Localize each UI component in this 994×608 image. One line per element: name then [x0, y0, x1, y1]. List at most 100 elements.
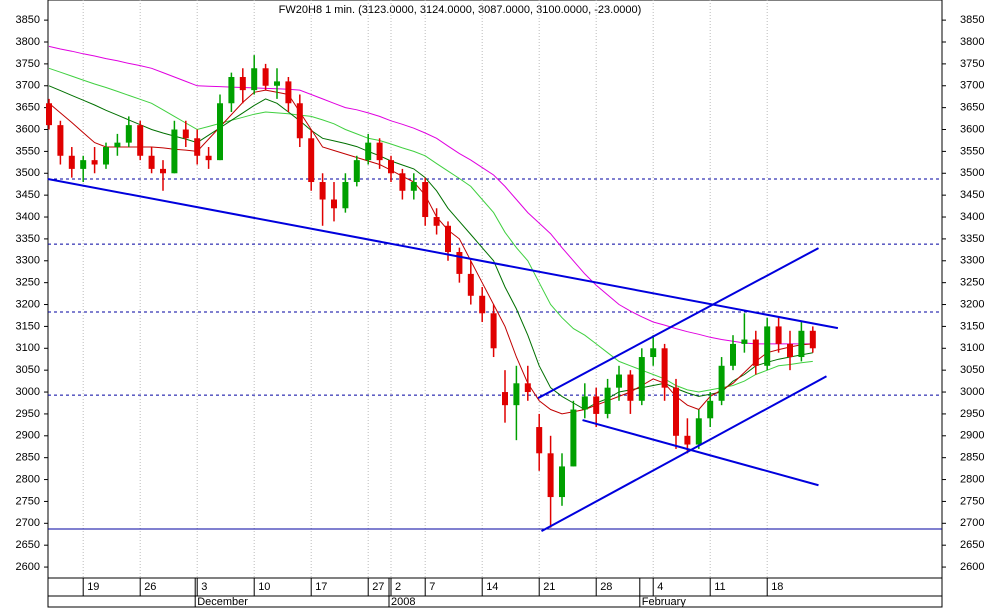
candle-body	[536, 427, 543, 454]
candle-body	[445, 225, 451, 253]
x-tick-label: 10	[258, 581, 270, 593]
y-tick-label: 3750	[16, 58, 40, 70]
candle-body	[148, 155, 155, 169]
candle-body	[353, 160, 360, 183]
y-tick-label-right: 2700	[960, 517, 984, 529]
y-tick-label-right: 3800	[960, 36, 984, 48]
y-tick-label: 2700	[16, 517, 40, 529]
candle-body	[559, 466, 565, 498]
candle-body	[638, 357, 645, 401]
candle-body	[650, 348, 657, 358]
y-tick-label-right: 3500	[960, 167, 984, 179]
x-tick-label: 2	[395, 581, 401, 593]
candle-body	[695, 418, 702, 445]
candle-body	[114, 142, 121, 148]
candle-body	[513, 383, 520, 406]
y-tick-label-right: 3850	[960, 14, 984, 26]
candle-body	[798, 330, 805, 358]
y-tick-label-right: 2800	[960, 473, 984, 485]
candle-body	[91, 160, 98, 165]
y-tick-label: 3550	[16, 145, 40, 157]
x-tick-label: 26	[144, 581, 156, 593]
x-tick-label: 3	[201, 581, 207, 593]
x-tick-label: 17	[315, 581, 327, 593]
candle-body	[684, 435, 691, 445]
candle-body	[627, 374, 634, 401]
y-tick-label: 2800	[16, 473, 40, 485]
y-tick-label: 3150	[16, 320, 40, 332]
candle-body	[160, 168, 166, 174]
y-tick-label-right: 3600	[960, 123, 984, 135]
candle-body	[616, 374, 622, 388]
moving-average	[48, 45, 813, 345]
candle-body	[661, 348, 668, 388]
candle-body	[787, 343, 793, 358]
candle-body	[718, 365, 725, 401]
y-tick-label: 3300	[16, 255, 40, 267]
y-tick-label-right: 3750	[960, 58, 984, 70]
y-tick-label: 3700	[16, 80, 40, 92]
y-tick-label: 2900	[16, 430, 40, 442]
candle-body	[741, 339, 748, 344]
candle-body	[524, 383, 531, 393]
candle-body	[547, 453, 554, 498]
x-tick-label: 7	[429, 581, 435, 593]
candle-body	[467, 273, 474, 296]
candle-body	[502, 392, 508, 406]
candle-body	[80, 160, 87, 169]
candle-body	[809, 330, 816, 349]
y-tick-label: 3200	[16, 298, 40, 310]
x-tick-label: 21	[543, 581, 555, 593]
y-tick-label: 3100	[16, 342, 40, 354]
y-tick-label-right: 3100	[960, 342, 984, 354]
candle-body	[410, 182, 417, 191]
candle-body	[217, 103, 223, 161]
x-tick-label: 27	[372, 581, 384, 593]
y-tick-label-right: 2900	[960, 430, 984, 442]
candle-body	[673, 387, 679, 436]
x-tick-label: 4	[657, 581, 663, 593]
candle-body	[604, 387, 611, 414]
y-tick-label: 3400	[16, 211, 40, 223]
month-label: December	[197, 596, 248, 608]
y-tick-label: 3850	[16, 14, 40, 26]
x-tick-label: 14	[486, 581, 498, 593]
candle-body	[707, 400, 714, 419]
candle-body	[376, 142, 383, 161]
candle-body	[331, 199, 337, 209]
x-tick-label: 28	[600, 581, 612, 593]
y-tick-label-right: 3000	[960, 386, 984, 398]
y-tick-label: 3800	[16, 36, 40, 48]
candle-body	[262, 68, 269, 86]
trend-line	[582, 419, 819, 487]
candle-body	[456, 252, 463, 274]
candle-body	[593, 396, 600, 414]
candle-body	[285, 81, 292, 104]
candle-body	[730, 343, 736, 366]
x-tick-label: 19	[87, 581, 99, 593]
candle-body	[205, 155, 212, 161]
y-tick-label: 3450	[16, 189, 40, 201]
candle-body	[319, 182, 326, 200]
candle-body	[46, 103, 52, 126]
y-tick-label-right: 2750	[960, 495, 984, 507]
y-tick-label: 3350	[16, 233, 40, 245]
candle-body	[182, 129, 189, 139]
trend-line	[47, 177, 839, 330]
y-tick-label: 3000	[16, 386, 40, 398]
candle-body	[342, 182, 349, 209]
candle-body	[103, 147, 109, 165]
y-tick-label: 3600	[16, 123, 40, 135]
candle-body	[479, 295, 486, 314]
y-tick-label-right: 3650	[960, 102, 984, 114]
candle-body	[422, 182, 429, 218]
candle-body	[137, 125, 144, 156]
y-tick-label: 2600	[16, 561, 40, 573]
y-tick-label-right: 3450	[960, 189, 984, 201]
y-tick-label: 3250	[16, 277, 40, 289]
candle-body	[68, 155, 75, 169]
candle-body	[194, 138, 201, 156]
candle-body	[490, 313, 497, 349]
y-tick-label: 3500	[16, 167, 40, 179]
